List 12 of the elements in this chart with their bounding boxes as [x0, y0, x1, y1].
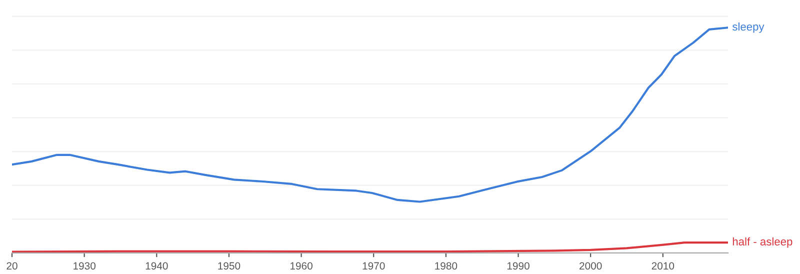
- x-tick-label: 1950: [218, 262, 240, 270]
- x-tick-label: 1960: [290, 262, 312, 270]
- x-tick-label: 2010: [652, 262, 674, 270]
- series-label: sleepy: [732, 22, 764, 33]
- x-tick-label: 1990: [507, 262, 530, 270]
- x-tick-label: 1970: [362, 262, 385, 270]
- x-tick-label: 1980: [435, 262, 458, 270]
- x-tick-label: 1930: [74, 262, 96, 270]
- series-label: half - asleep: [732, 237, 792, 248]
- x-tick-label: 2000: [580, 262, 602, 270]
- x-tick-label: 20: [6, 262, 18, 270]
- x-tick-label: 1940: [146, 262, 168, 270]
